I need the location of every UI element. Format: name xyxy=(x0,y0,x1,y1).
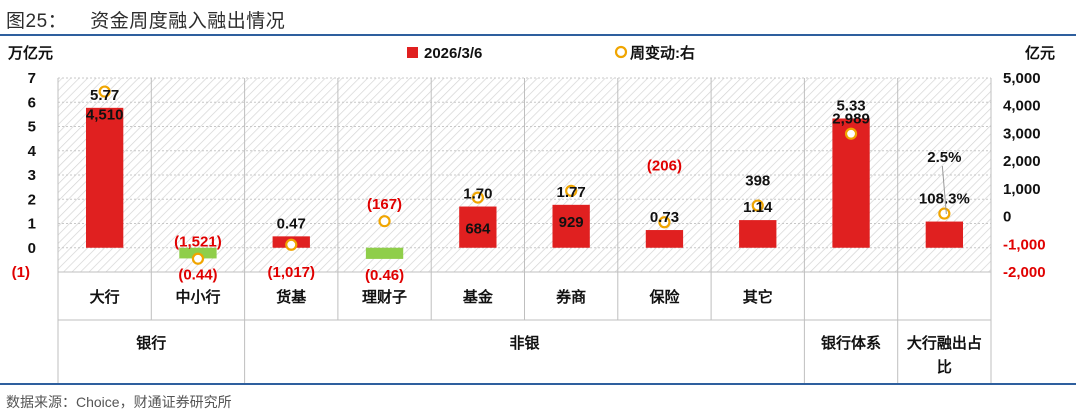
bar-其它 xyxy=(739,220,777,248)
marker-label-券商: 929 xyxy=(559,214,584,231)
legend-marker-label: 周变动:右 xyxy=(630,44,695,62)
marker-保险 xyxy=(658,216,671,229)
category-dividers xyxy=(57,78,992,383)
category-label: 保险 xyxy=(648,288,680,306)
marker-label-保险: (206) xyxy=(647,157,682,174)
marker-其它 xyxy=(751,199,764,212)
bar-label-券商: 1.77 xyxy=(557,184,586,201)
group-label: 银行 xyxy=(136,334,166,352)
bar-银行体系 xyxy=(832,118,870,248)
data-labels: 5.77 (0.44) 0.47 (0.46) 1.70 1.77 0.73 1.14 5.33… xyxy=(86,87,970,284)
category-label: 中小行 xyxy=(175,288,220,306)
marker-label-银行体系: 2,989 xyxy=(832,111,870,128)
bar-label-其它: 1.14 xyxy=(743,199,773,216)
left-axis-title: 万亿元 xyxy=(7,44,53,62)
left-axis-tick: 6 xyxy=(28,94,36,111)
group-label-cont: 比 xyxy=(937,358,952,376)
marker-series xyxy=(98,85,951,265)
page-title: 图25： 资金周度融入融出情况 xyxy=(6,11,286,32)
bar-大行 xyxy=(85,107,124,248)
marker-label-理财子: (167) xyxy=(367,196,402,213)
marker-大行融出占比 xyxy=(938,207,951,220)
funds-flow-chart: 5.77 (0.44) 0.47 (0.46) 1.70 1.77 0.73 1.14 5.33… xyxy=(7,44,1055,383)
marker-理财子 xyxy=(378,215,391,228)
marker-中小行 xyxy=(191,252,205,265)
marker-label-大行: 4,510 xyxy=(86,107,124,124)
group-label: 非银 xyxy=(509,334,540,352)
right-axis-tick: 3,000 xyxy=(1003,125,1041,142)
bar-基金 xyxy=(459,206,497,248)
right-axis-tick: -1,000 xyxy=(1003,236,1046,253)
bar-label-基金: 1.70 xyxy=(463,186,492,203)
marker-label-中小行: (1,521) xyxy=(174,234,222,251)
left-axis-tick: 3 xyxy=(28,167,36,184)
left-axis-tick: 5 xyxy=(28,119,36,136)
right-axis-tick: 5,000 xyxy=(1003,70,1041,87)
bar-label-大行融出占比: 2.5% xyxy=(927,149,961,166)
legend-bar-label: 2026/3/6 xyxy=(424,45,482,62)
marker-货基 xyxy=(285,238,298,251)
marker-label-大行融出占比: 108.3% xyxy=(919,191,970,208)
bar-label-银行体系: 5.33 xyxy=(836,97,865,114)
bar-series xyxy=(85,107,964,259)
right-axis-tick: 2,000 xyxy=(1003,153,1041,170)
marker-label-货基: (1,017) xyxy=(267,264,315,281)
right-axis-tick: 0 xyxy=(1003,209,1011,226)
bar-label-理财子: (0.46) xyxy=(365,267,404,284)
axes: 万亿元 7 6 5 4 3 2 1 0 (1) 亿元 5,000 4,000 3,000 2,000 1,00… xyxy=(7,44,1055,281)
marker-基金 xyxy=(471,191,484,204)
marker-label-基金: 684 xyxy=(465,221,491,238)
category-label: 大行 xyxy=(90,288,120,306)
category-label: 券商 xyxy=(556,288,586,306)
bar-券商 xyxy=(552,204,590,248)
left-axis-tick: 0 xyxy=(28,240,36,257)
marker-银行体系 xyxy=(844,127,858,140)
bar-label-保险: 0.73 xyxy=(650,209,679,226)
right-axis-tick: -2,000 xyxy=(1003,264,1046,281)
title-divider xyxy=(0,34,1076,36)
bar-label-中小行: (0.44) xyxy=(178,266,217,283)
source-divider xyxy=(0,383,1076,385)
marker-大行 xyxy=(98,85,111,98)
left-axis-tick: 7 xyxy=(28,70,36,87)
bar-理财子 xyxy=(365,247,404,259)
legend: 2026/3/6 周变动:右 xyxy=(407,44,695,62)
right-axis-tick: 4,000 xyxy=(1003,98,1041,115)
left-axis-tick: (1) xyxy=(12,264,30,281)
group-label: 银行体系 xyxy=(821,334,881,352)
left-axis-tick: 4 xyxy=(28,143,37,160)
legend-marker-swatch xyxy=(614,45,628,59)
left-axis-tick: 2 xyxy=(28,191,36,208)
source-note: 数据来源：Choice，财通证券研究所 xyxy=(6,394,232,410)
left-axis-tick: 1 xyxy=(28,216,36,233)
category-label: 基金 xyxy=(462,288,494,306)
category-label: 其它 xyxy=(743,288,773,306)
bar-保险 xyxy=(645,230,684,248)
right-axis-title: 亿元 xyxy=(1025,44,1055,62)
bar-大行融出占比 xyxy=(925,221,964,248)
legend-bar-swatch xyxy=(407,47,418,58)
category-label: 理财子 xyxy=(362,288,407,306)
bar-label-货基: 0.47 xyxy=(277,215,306,232)
label-leader-line xyxy=(941,165,947,215)
category-label: 货基 xyxy=(276,288,307,306)
right-axis-tick: 1,000 xyxy=(1003,181,1041,198)
marker-label-其它: 398 xyxy=(745,173,770,190)
group-label: 大行融出占 xyxy=(907,334,982,352)
bar-label-大行: 5.77 xyxy=(90,87,119,104)
marker-券商 xyxy=(565,184,578,197)
